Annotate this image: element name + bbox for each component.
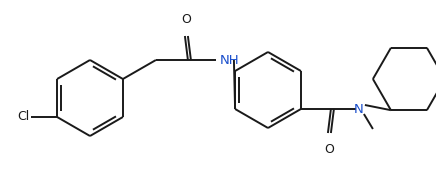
Text: O: O (181, 13, 191, 26)
Text: NH: NH (220, 53, 239, 66)
Text: O: O (324, 143, 334, 156)
Text: N: N (354, 102, 364, 116)
Text: Cl: Cl (17, 111, 29, 123)
